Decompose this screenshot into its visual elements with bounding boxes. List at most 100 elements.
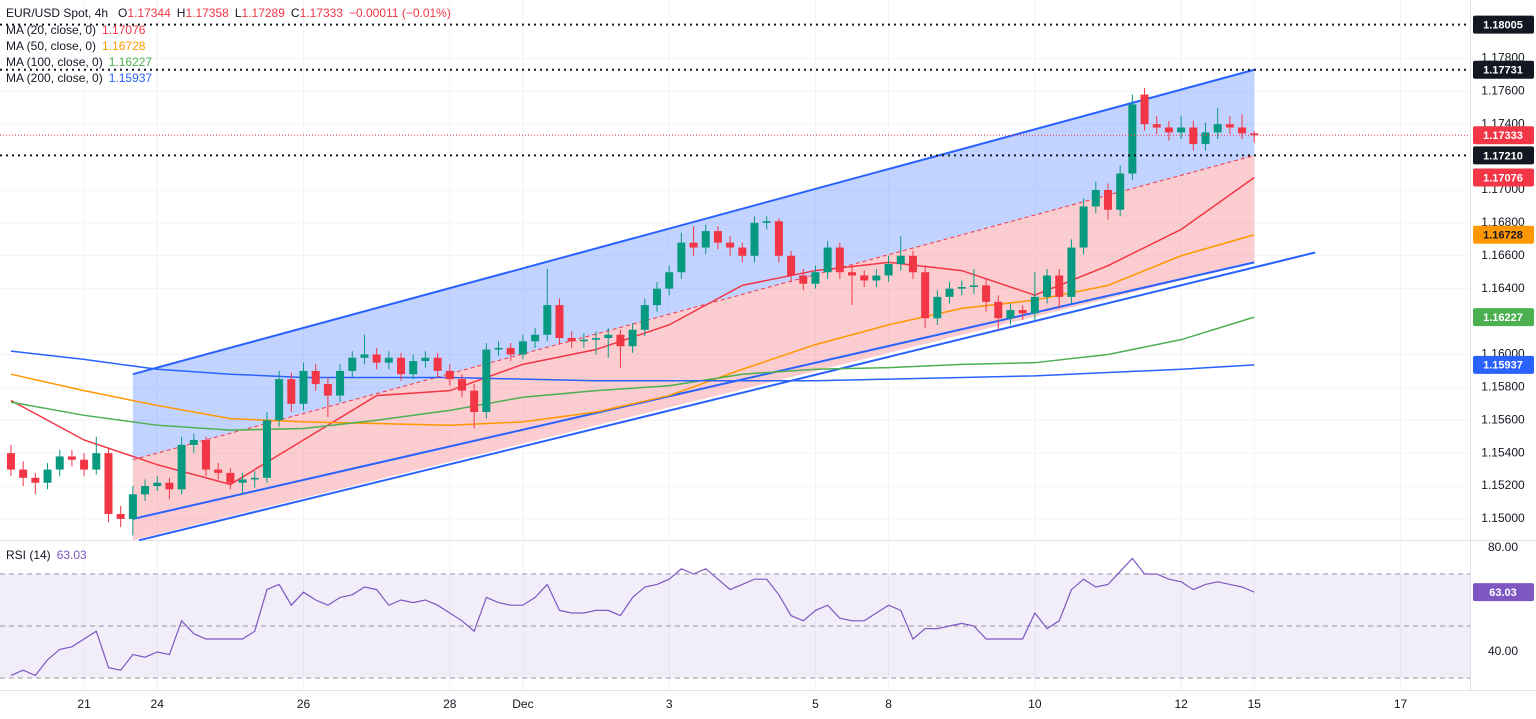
candle-body [421, 357, 430, 362]
candle-body [982, 285, 991, 302]
candle-body [677, 242, 686, 273]
candle-body [531, 334, 540, 342]
channel-upper-line [132, 68, 1255, 376]
candle-body [1018, 310, 1027, 314]
rsi-tick-label: 80.00 [1488, 540, 1518, 554]
candle-body [969, 285, 978, 288]
candle-body [652, 288, 661, 306]
candle-body [43, 469, 52, 483]
candle-body [104, 453, 113, 515]
candle-body [457, 379, 466, 391]
x-tick-label: 21 [77, 697, 91, 711]
ohlc-label: O [118, 6, 127, 20]
trend-line [138, 251, 1316, 542]
ohlc-value: 1.17344 [127, 6, 171, 20]
ma-value: 1.16728 [102, 39, 146, 53]
candle-body [957, 287, 966, 289]
level-label-bg [1473, 60, 1534, 79]
x-tick-label: 24 [151, 697, 165, 711]
candle-body [726, 242, 735, 248]
candle-body [1116, 173, 1125, 210]
candle-body [799, 275, 808, 284]
ma-label: 1.15937 [1483, 360, 1523, 372]
x-tick-label: 15 [1248, 697, 1262, 711]
candle-body [1067, 247, 1076, 297]
candle-body [689, 242, 698, 248]
ohlc-label: C [291, 6, 300, 20]
candle-body [604, 334, 613, 339]
candle-body [189, 439, 198, 445]
y-tick-label: 1.15800 [1481, 380, 1525, 394]
candle-body [908, 255, 917, 273]
x-tick-label: Dec [512, 697, 533, 711]
level-label: 1.17731 [1483, 65, 1523, 77]
header: EUR/USD Spot, 4h O1.17344 H1.17358 L1.17289… [6, 6, 451, 20]
candle-body [640, 305, 649, 330]
candle-body [445, 370, 454, 380]
candle-body [201, 439, 210, 470]
ma-label-bg [1473, 355, 1534, 374]
candle-body [262, 420, 271, 478]
candle-body [1250, 133, 1259, 136]
ma-label-bg [1473, 168, 1534, 187]
rsi-tick-label: 40.00 [1488, 644, 1518, 658]
y-tick-label: 1.15400 [1481, 445, 1525, 459]
candle-body [299, 370, 308, 404]
candle-body [55, 456, 64, 470]
candle-body [67, 456, 76, 460]
candle-body [933, 296, 942, 319]
x-tick-label: 8 [885, 697, 892, 711]
candle-body [397, 357, 406, 375]
candle-body [165, 482, 174, 490]
ma-label: 1.16728 [1483, 230, 1523, 242]
candle-body [1006, 310, 1015, 319]
candle-body [1103, 189, 1112, 210]
candle-body [701, 231, 710, 248]
candle-body [787, 255, 796, 276]
candle-body [323, 384, 332, 396]
x-tick-label: 17 [1394, 697, 1408, 711]
x-tick-label: 26 [297, 697, 311, 711]
candle-body [713, 231, 722, 243]
candle-body [336, 370, 345, 396]
symbol: EUR/USD Spot, 4h [6, 6, 108, 20]
candle-body [470, 390, 479, 413]
candle-body [1164, 127, 1173, 133]
moving-average [10, 316, 1255, 431]
candle-body [80, 459, 89, 470]
candle-body [592, 338, 601, 340]
ma-legend: MA (20, close, 0) 1.17076 [6, 23, 146, 37]
candle-body [31, 477, 40, 483]
ma-legend: MA (50, close, 0) 1.16728 [6, 39, 146, 53]
candle-body [628, 329, 637, 347]
ma-value: 1.16227 [109, 55, 153, 69]
candle-body [1043, 275, 1052, 297]
ma-label-bg [1473, 225, 1534, 244]
rsi-title: RSI (14) [6, 548, 51, 562]
moving-average [10, 350, 1255, 382]
ma-label: 1.17076 [1483, 172, 1523, 184]
candle-body [506, 347, 515, 355]
candle-body [1225, 124, 1234, 128]
ohlc-label: H [177, 6, 186, 20]
price-label-bg [1473, 126, 1534, 145]
candle-body [1152, 124, 1161, 128]
candle-body [616, 334, 625, 347]
candle-body [238, 479, 247, 483]
y-tick-label: 1.16400 [1481, 281, 1525, 295]
candle-body [494, 347, 503, 350]
ma-legend: MA (100, close, 0) 1.16227 [6, 55, 152, 69]
candle-body [884, 263, 893, 276]
candle-body [774, 221, 783, 256]
level-label: 1.17210 [1483, 150, 1523, 162]
y-tick-label: 1.15600 [1481, 412, 1525, 426]
candle-body [567, 338, 576, 342]
y-tick-label: 1.16600 [1481, 248, 1525, 262]
channel-middle-line [132, 154, 1255, 461]
y-tick-label: 1.15200 [1481, 478, 1525, 492]
candle-body [92, 453, 101, 470]
ma-value: 1.15937 [109, 71, 153, 85]
level-label: 1.18005 [1483, 20, 1523, 32]
candle-body [311, 370, 320, 385]
candle-body [665, 272, 674, 289]
